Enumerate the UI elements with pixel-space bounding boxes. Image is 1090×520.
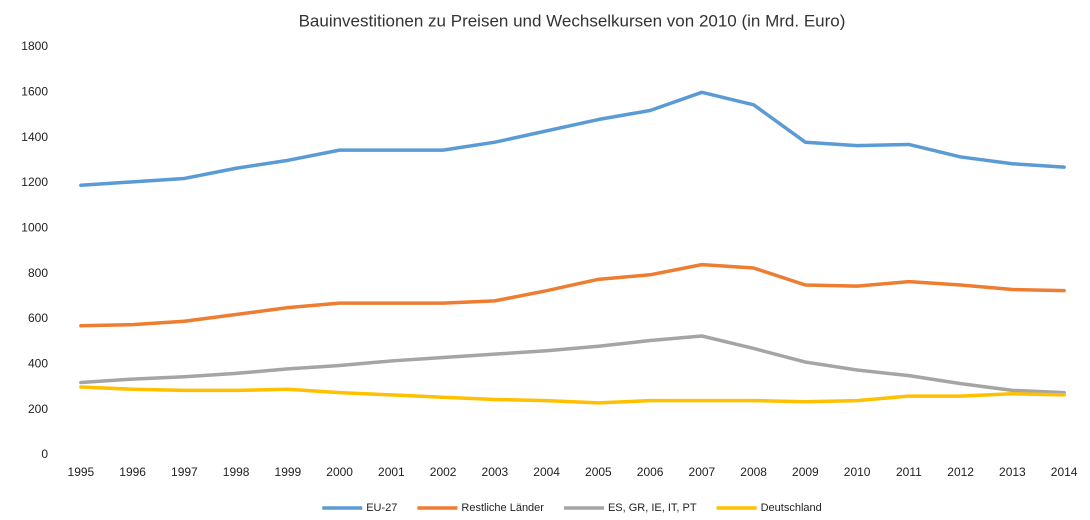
x-tick-label: 2005 <box>585 465 612 479</box>
x-tick-label: 2010 <box>844 465 871 479</box>
y-tick-label: 1600 <box>21 85 48 99</box>
y-tick-label: 1000 <box>21 221 48 235</box>
x-tick-label: 1995 <box>68 465 95 479</box>
x-tick-label: 2007 <box>689 465 716 479</box>
legend-label: EU-27 <box>366 502 397 514</box>
x-tick-label: 2004 <box>533 465 560 479</box>
legend-label: Deutschland <box>761 502 822 514</box>
x-tick-label: 2013 <box>999 465 1026 479</box>
y-tick-label: 1200 <box>21 175 48 189</box>
series-line <box>79 90 1066 188</box>
chart-title: Bauinvestitionen zu Preisen und Wechselk… <box>299 11 846 30</box>
x-tick-label: 2009 <box>792 465 819 479</box>
x-tick-label: 1997 <box>171 465 198 479</box>
x-tick-label: 2006 <box>637 465 664 479</box>
series-line <box>79 334 1066 395</box>
y-tick-label: 1400 <box>21 130 48 144</box>
series-line <box>79 385 1066 405</box>
x-tick-label: 2000 <box>326 465 353 479</box>
x-tick-label: 1996 <box>119 465 146 479</box>
y-tick-label: 0 <box>41 447 48 461</box>
legend-label: ES, GR, IE, IT, PT <box>608 502 697 514</box>
x-tick-label: 1999 <box>275 465 302 479</box>
y-tick-label: 400 <box>28 357 48 371</box>
y-tick-label: 200 <box>28 402 48 416</box>
x-tick-label: 2011 <box>896 465 922 479</box>
x-tick-label: 2002 <box>430 465 457 479</box>
y-tick-label: 600 <box>28 311 48 325</box>
x-tick-label: 2014 <box>1051 465 1078 479</box>
x-tick-label: 2008 <box>740 465 767 479</box>
x-tick-label: 2001 <box>378 465 405 479</box>
x-tick-label: 1998 <box>223 465 250 479</box>
y-tick-label: 800 <box>28 266 48 280</box>
x-tick-label: 2012 <box>947 465 974 479</box>
y-tick-label: 1800 <box>21 39 48 53</box>
legend-label: Restliche Länder <box>461 502 544 514</box>
x-tick-label: 2003 <box>482 465 509 479</box>
series-line <box>79 262 1066 328</box>
